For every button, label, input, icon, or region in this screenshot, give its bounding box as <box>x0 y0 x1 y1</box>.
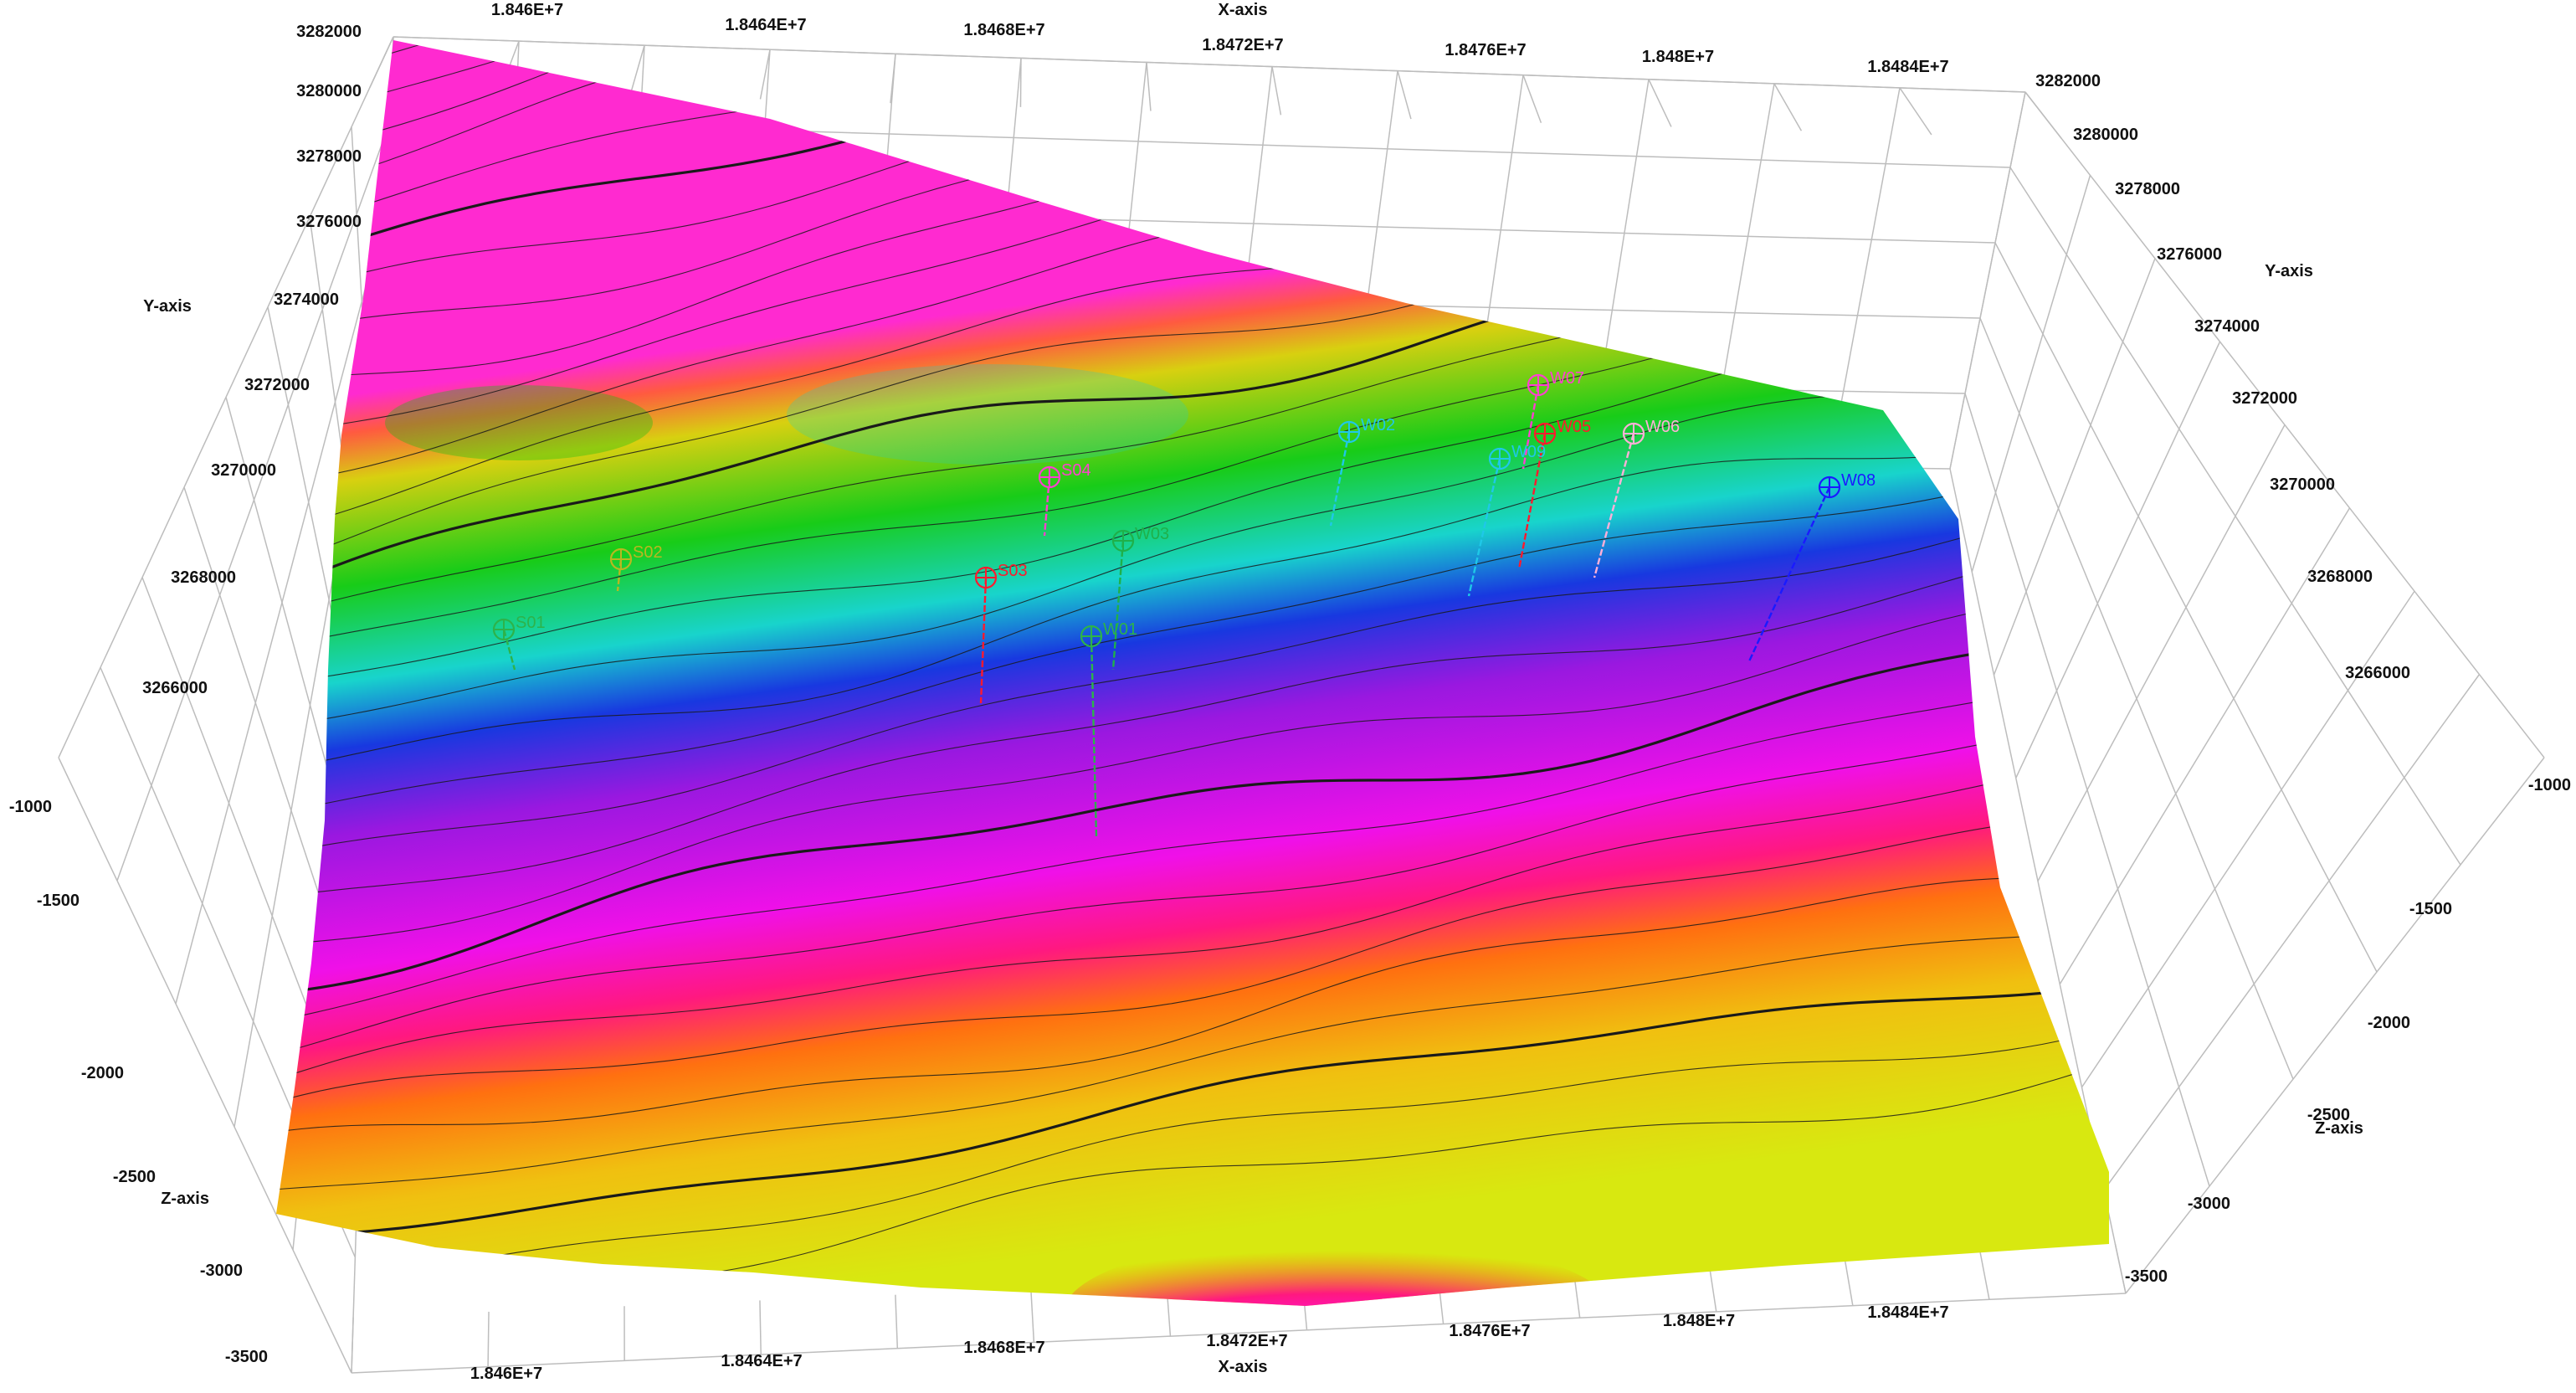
z-tick-left: -2500 <box>113 1168 156 1186</box>
x-tick-front: 1.848E+7 <box>1663 1312 1735 1330</box>
y-tick-right: 3276000 <box>2157 245 2222 264</box>
z-tick-left: -3000 <box>200 1262 243 1280</box>
y-tick-right: 3280000 <box>2073 126 2138 144</box>
well-label: W01 <box>1103 620 1137 639</box>
y-tick-left: 3272000 <box>244 376 310 394</box>
x-axis-label-front: X-axis <box>1219 1358 1268 1376</box>
well-label: S04 <box>1061 461 1091 480</box>
z-tick-right: -3500 <box>2125 1267 2168 1286</box>
x-tick-front: 1.8484E+7 <box>1867 1303 1948 1322</box>
y-tick-right: 3282000 <box>2035 72 2101 90</box>
x-axis-label-back: X-axis <box>1219 1 1268 19</box>
x-tick-back: 1.8476E+7 <box>1445 41 1526 59</box>
y-axis-label-right: Y-axis <box>2265 262 2313 280</box>
well-label: W05 <box>1557 418 1591 436</box>
y-tick-left: 3278000 <box>296 147 362 166</box>
well-label: S02 <box>633 543 663 562</box>
y-tick-left: 3274000 <box>274 290 339 309</box>
y-tick-right: 3270000 <box>2270 475 2335 494</box>
y-tick-left: 3276000 <box>296 213 362 231</box>
y-tick-right: 3278000 <box>2115 180 2180 198</box>
well-label: S01 <box>516 614 546 632</box>
z-tick-right: -1000 <box>2528 776 2571 794</box>
x-tick-back: 1.848E+7 <box>1642 48 1714 66</box>
x-tick-back: 1.846E+7 <box>491 1 563 19</box>
surface-mesh <box>251 0 2142 1389</box>
x-tick-front: 1.8464E+7 <box>721 1352 802 1370</box>
y-tick-right: 3272000 <box>2232 389 2297 408</box>
well-label: W02 <box>1361 416 1395 434</box>
z-axis-label-left: Z-axis <box>161 1190 209 1208</box>
z-tick-right: -1500 <box>2409 900 2452 918</box>
y-tick-left: 3270000 <box>211 461 276 480</box>
y-tick-right: 3266000 <box>2345 664 2410 682</box>
x-tick-front: 1.8472E+7 <box>1206 1332 1287 1350</box>
y-tick-left: 3280000 <box>296 82 362 100</box>
well-label: W06 <box>1645 418 1680 436</box>
y-tick-right: 3268000 <box>2307 568 2373 586</box>
x-tick-front: 1.8476E+7 <box>1449 1322 1530 1340</box>
y-tick-left: 3282000 <box>296 23 362 41</box>
well-label: W08 <box>1841 471 1876 490</box>
x-tick-back: 1.8464E+7 <box>725 16 806 34</box>
x-tick-back: 1.8484E+7 <box>1867 58 1948 76</box>
z-tick-left: -1000 <box>9 798 52 816</box>
y-tick-right: 3274000 <box>2194 317 2260 336</box>
z-tick-left: -3500 <box>225 1348 268 1366</box>
y-axis-label-left: Y-axis <box>143 297 192 316</box>
well-label: W09 <box>1511 443 1546 461</box>
well-label: S03 <box>998 562 1028 580</box>
x-tick-back: 1.8468E+7 <box>963 21 1044 39</box>
z-tick-left: -1500 <box>37 892 80 910</box>
y-tick-left: 3266000 <box>142 679 208 697</box>
z-tick-right: -3000 <box>2188 1195 2230 1213</box>
y-tick-left: 3268000 <box>171 568 236 587</box>
x-tick-front: 1.8468E+7 <box>963 1339 1044 1357</box>
well-label: W03 <box>1135 525 1169 543</box>
z-tick-right: -2000 <box>2368 1014 2410 1032</box>
z-tick-left: -2000 <box>81 1064 124 1082</box>
z-axis-label-right: Z-axis <box>2315 1119 2363 1138</box>
well-label: W07 <box>1550 369 1584 388</box>
x-tick-front: 1.846E+7 <box>470 1365 542 1383</box>
x-tick-back: 1.8472E+7 <box>1202 36 1283 54</box>
